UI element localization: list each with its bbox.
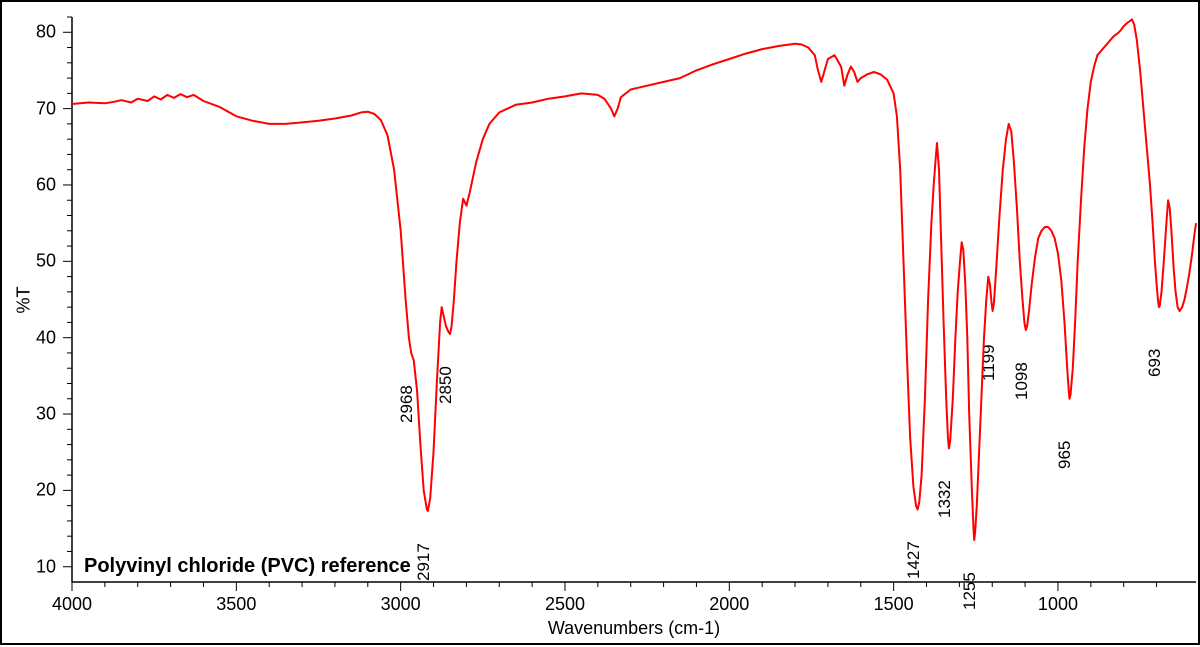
spectrum-line [72,19,1196,540]
spectrum-svg [2,2,1200,647]
chart-frame: 4000350030002500200015001000102030405060… [0,0,1200,645]
